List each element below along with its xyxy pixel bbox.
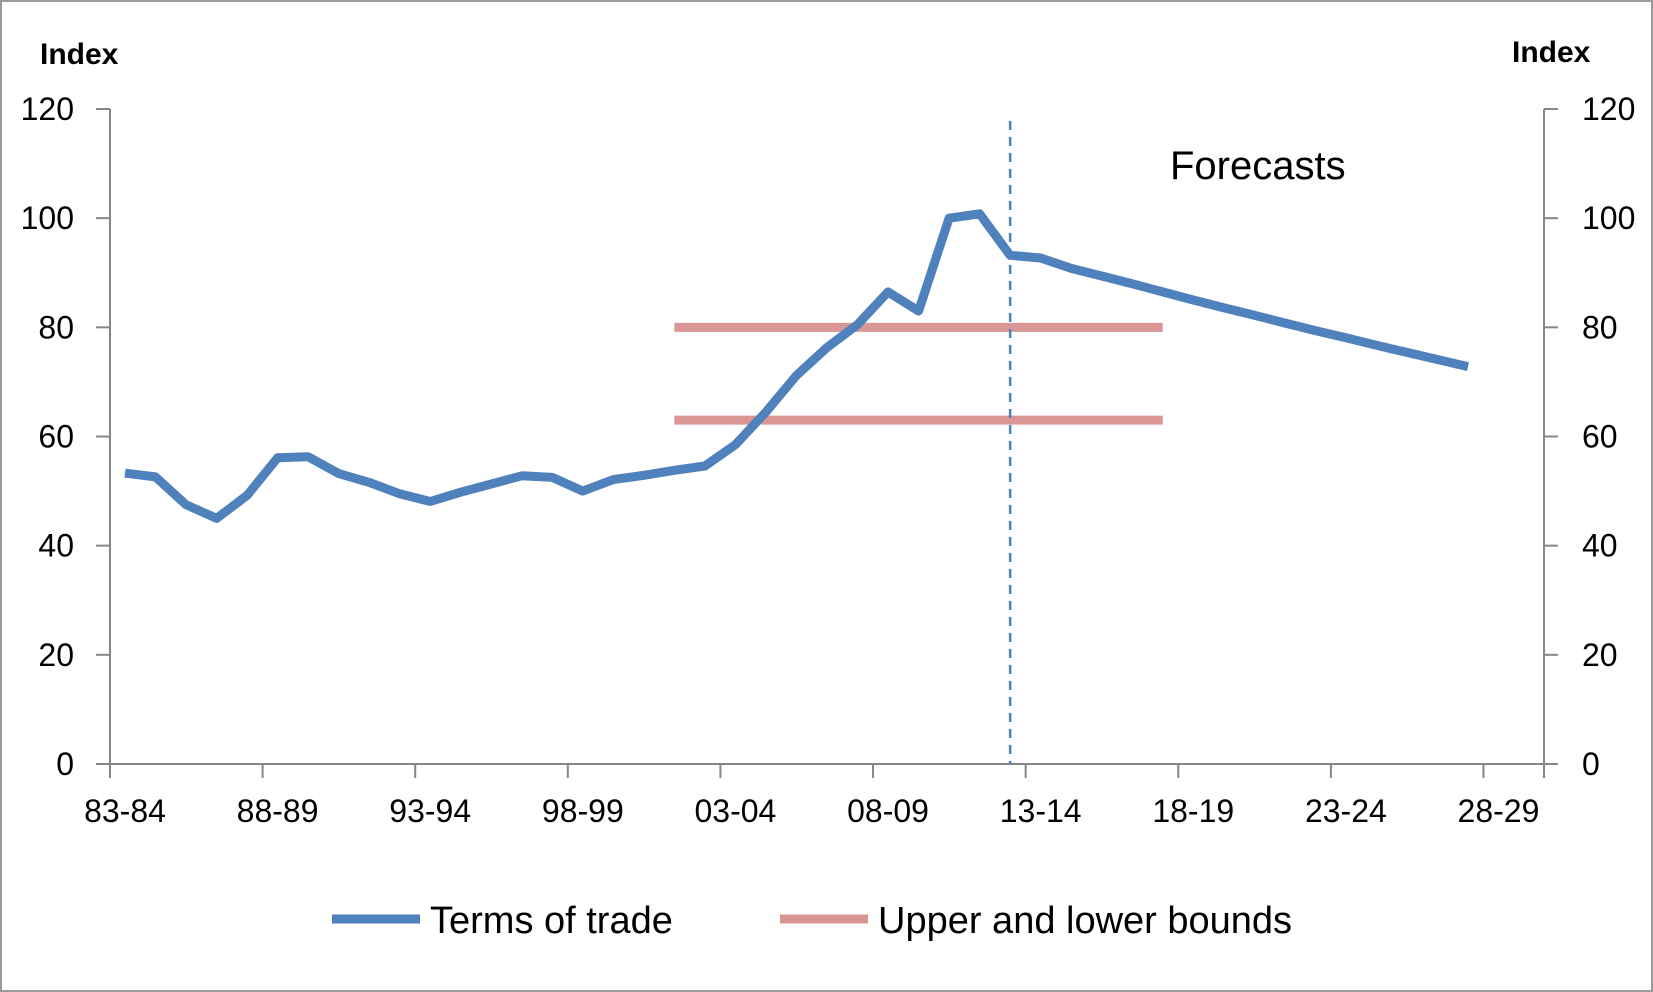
right-y-tick-label: 40 <box>1582 528 1618 564</box>
left-y-tick-label: 0 <box>56 746 74 782</box>
left-y-axis-ticks: 0 20 40 60 80 100 120 <box>21 91 110 782</box>
terms-of-trade-line <box>124 209 1470 523</box>
right-y-tick-label: 20 <box>1582 637 1618 673</box>
x-tick-label: 93-94 <box>389 793 471 829</box>
x-tick-label: 23-24 <box>1305 793 1387 829</box>
x-tick-label: 13-14 <box>1000 793 1082 829</box>
right-y-tick-label: 60 <box>1582 419 1618 455</box>
left-y-tick-label: 20 <box>38 637 74 673</box>
x-axis-ticks: 83-84 88-89 93-94 98-99 03-04 08-09 13-14 18-19… <box>84 764 1545 829</box>
x-tick-label: 03-04 <box>695 793 777 829</box>
axes <box>109 109 1545 765</box>
bounds-series <box>674 322 1163 425</box>
x-tick-label: 08-09 <box>847 793 929 829</box>
x-tick-label: 98-99 <box>542 793 624 829</box>
x-tick-label: 28-29 <box>1458 793 1540 829</box>
left-y-tick-label: 40 <box>38 528 74 564</box>
left-y-tick-label: 120 <box>21 91 74 127</box>
right-y-axis-ticks: 0 20 40 60 80 100 120 <box>1544 91 1635 782</box>
right-y-tick-label: 0 <box>1582 746 1600 782</box>
right-axis-title: Index <box>1512 36 1591 69</box>
right-y-tick-label: 120 <box>1582 91 1635 127</box>
x-tick-label: 18-19 <box>1152 793 1234 829</box>
legend: Terms of trade Upper and lower bounds <box>332 900 1292 942</box>
x-tick-label: 83-84 <box>84 793 166 829</box>
terms-of-trade-series <box>124 209 1470 523</box>
legend-label-terms-of-trade: Terms of trade <box>430 900 673 942</box>
left-y-tick-label: 100 <box>21 200 74 236</box>
left-y-tick-label: 60 <box>38 419 74 455</box>
x-tick-label: 88-89 <box>237 793 319 829</box>
forecasts-annotation: Forecasts <box>1170 144 1346 188</box>
right-y-tick-label: 100 <box>1582 200 1635 236</box>
left-y-tick-label: 80 <box>38 309 74 345</box>
left-axis-title: Index <box>40 38 119 71</box>
right-y-tick-label: 80 <box>1582 309 1618 345</box>
legend-label-bounds: Upper and lower bounds <box>878 900 1292 942</box>
